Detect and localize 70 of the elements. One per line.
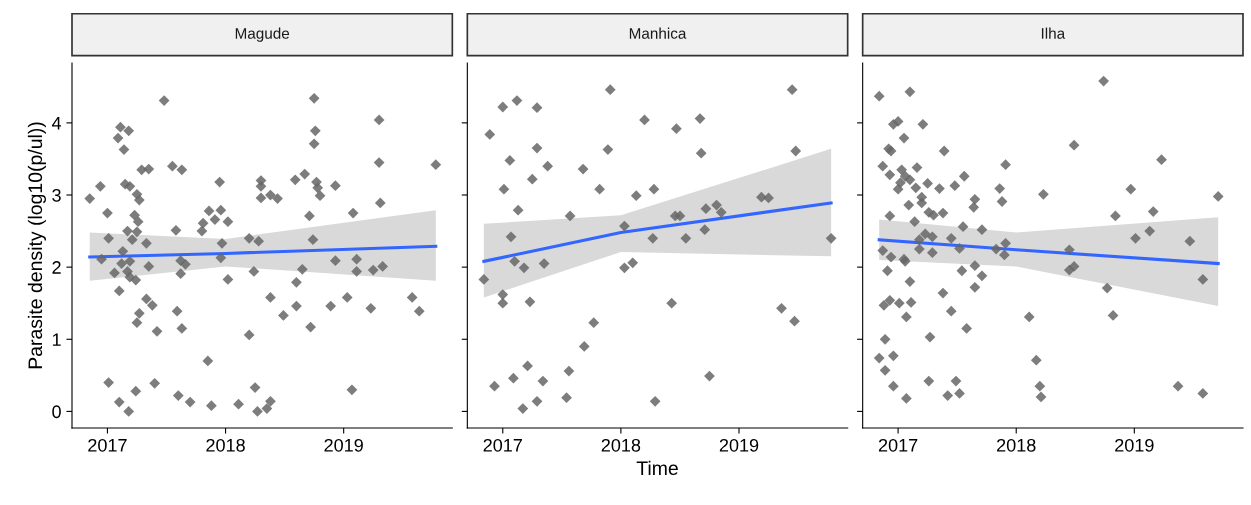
- x-tick-label: 2017: [878, 438, 918, 452]
- point: [531, 102, 543, 114]
- x-tick-label: 2018: [997, 438, 1036, 452]
- point: [619, 262, 630, 274]
- point: [542, 160, 554, 172]
- point: [478, 274, 490, 285]
- point: [700, 203, 712, 215]
- x-tick-label: 2018: [206, 438, 245, 452]
- y-tick-label: 3: [52, 188, 61, 202]
- chart-title: Ilha: [1041, 27, 1066, 39]
- point: [484, 129, 496, 140]
- point: [680, 232, 692, 244]
- x-tick-label: 2017: [88, 438, 127, 452]
- point: [699, 224, 711, 236]
- point: [509, 255, 520, 267]
- point: [497, 297, 509, 309]
- point: [715, 206, 727, 218]
- point: [497, 101, 509, 113]
- point: [674, 210, 686, 222]
- point: [524, 296, 536, 308]
- y-axis-title: Parasite density (log10(p/ul)): [27, 122, 46, 369]
- point: [505, 231, 517, 243]
- point: [588, 317, 600, 329]
- point: [512, 204, 524, 216]
- point: [508, 372, 519, 384]
- point: [531, 142, 543, 154]
- x-tick-label: 2018: [601, 438, 641, 452]
- x-tick-label: 2019: [719, 438, 759, 452]
- y-tick-label: 1: [52, 333, 61, 346]
- point: [825, 232, 837, 244]
- point: [498, 183, 510, 195]
- point: [517, 403, 529, 414]
- point: [627, 257, 639, 269]
- point: [489, 380, 500, 392]
- chart-title: Manhica: [629, 27, 687, 39]
- point: [497, 289, 509, 300]
- y-tick-label: 2: [52, 261, 61, 274]
- point: [790, 145, 802, 157]
- point: [776, 302, 787, 314]
- point: [537, 375, 549, 387]
- point: [526, 173, 538, 185]
- point: [630, 190, 642, 202]
- x-axis-title: Time: [636, 460, 678, 476]
- x-tick-label: 2019: [324, 438, 363, 452]
- point: [577, 163, 589, 175]
- point: [604, 84, 616, 96]
- y-tick-label: 0: [52, 405, 61, 419]
- point: [504, 155, 516, 166]
- point: [564, 210, 576, 222]
- x-tick-label: 2017: [483, 438, 522, 452]
- point: [648, 183, 660, 195]
- point: [695, 147, 707, 159]
- point: [671, 123, 682, 135]
- point: [531, 395, 543, 407]
- point: [649, 395, 661, 407]
- point: [602, 144, 614, 155]
- point: [561, 392, 572, 404]
- point: [666, 297, 678, 309]
- point: [789, 315, 800, 327]
- point: [594, 183, 605, 195]
- chart-title: Magude: [235, 27, 290, 42]
- point: [518, 262, 530, 274]
- point: [563, 365, 575, 377]
- point: [578, 341, 590, 352]
- x-tick-label: 2019: [1115, 438, 1154, 452]
- point: [763, 192, 774, 204]
- y-tick-label: 4: [51, 116, 62, 130]
- point: [786, 84, 798, 96]
- point: [647, 232, 659, 244]
- point: [711, 199, 722, 211]
